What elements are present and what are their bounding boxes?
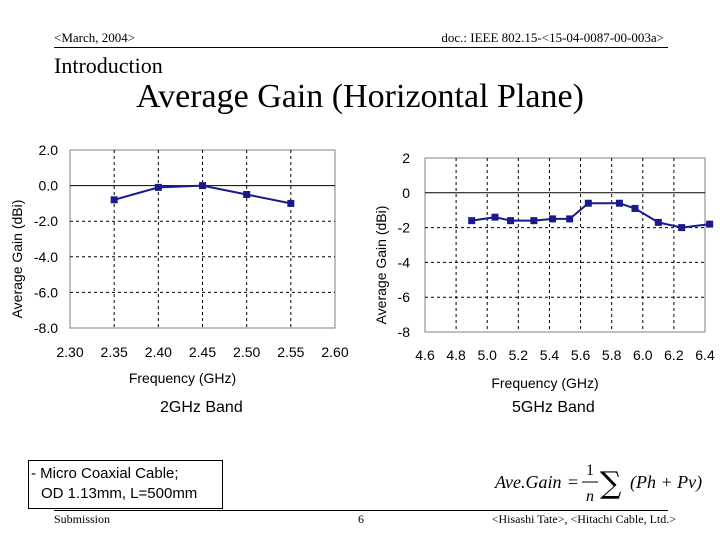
band-label-5ghz: 5GHz Band xyxy=(512,399,595,416)
section-title: Introduction xyxy=(54,53,163,78)
data-point-marker xyxy=(654,218,662,226)
footer-submission: Submission xyxy=(54,512,111,526)
average-gain-formula: Ave.Gain = 1 n ∑ (Ph + Pv) xyxy=(494,462,702,505)
y-tick-label: -6 xyxy=(398,289,411,305)
data-point-marker xyxy=(468,217,476,225)
x-tick-label: 5.0 xyxy=(477,347,497,363)
x-tick-label: 2.35 xyxy=(101,344,128,360)
x-tick-label: 6.2 xyxy=(664,347,684,363)
y-tick-label: -8 xyxy=(398,324,411,340)
x-tick-label: 2.60 xyxy=(321,344,348,360)
chart-2ghz: 2.30 2.35 2.40 2.45 2.50 2.55 2.60 2.0 0.0 -2.0 -4… xyxy=(9,142,349,386)
y-tick-label: -6.0 xyxy=(34,284,58,300)
y-tick-label: -2 xyxy=(398,220,411,236)
x-tick-label: 6.0 xyxy=(633,347,653,363)
data-point-marker xyxy=(678,224,686,232)
x-tick-label: 4.6 xyxy=(415,347,435,363)
footer-author: <Hisashi Tate>, <Hitachi Cable, Ltd.> xyxy=(491,512,676,526)
data-point-marker xyxy=(566,215,574,223)
x-tick-label: 2.30 xyxy=(56,344,83,360)
chart-5ghz: 4.6 4.8 5.0 5.2 5.4 5.6 5.8 6.0 6.2 6.4 2 0 -2 -4 -6 -8… xyxy=(373,150,715,391)
y-tick-label: -4 xyxy=(398,254,411,270)
data-point-marker xyxy=(584,199,592,207)
y-axis-title: Average Gain (dBi) xyxy=(373,206,389,325)
band-label-2ghz: 2GHz Band xyxy=(160,399,243,416)
y-tick-label: 0 xyxy=(402,185,410,201)
y-tick-label: -2.0 xyxy=(34,213,58,229)
y-tick-label: -4.0 xyxy=(34,249,58,265)
x-tick-label: 5.2 xyxy=(509,347,529,363)
x-tick-label: 5.8 xyxy=(602,347,622,363)
formula-sum-sign: ∑ xyxy=(600,466,622,501)
x-tick-label: 2.45 xyxy=(189,344,216,360)
header-date: <March, 2004> xyxy=(54,30,136,45)
y-tick-label: 0.0 xyxy=(39,178,59,194)
formula-equals: = xyxy=(568,472,578,492)
header-rule xyxy=(54,47,668,48)
data-point-marker xyxy=(631,204,639,212)
cable-note-line-2: OD 1.13mm, L=500mm xyxy=(41,485,198,502)
y-tick-label: 2 xyxy=(402,150,410,166)
x-tick-label: 5.6 xyxy=(571,347,591,363)
y-tick-label: -8.0 xyxy=(34,320,58,336)
x-tick-label: 2.40 xyxy=(145,344,172,360)
data-point-marker xyxy=(287,199,295,207)
footer-rule xyxy=(54,510,668,511)
data-point-marker xyxy=(491,213,499,221)
formula-lhs: Ave.Gain xyxy=(494,472,561,492)
x-tick-label: 4.8 xyxy=(446,347,466,363)
cable-note: - Micro Coaxial Cable; OD 1.13mm, L=500m… xyxy=(28,460,223,509)
data-point-marker xyxy=(243,191,251,198)
x-tick-label: 2.50 xyxy=(233,344,260,360)
header-doc-id: doc.: IEEE 802.15-<15-04-0087-00-003a> xyxy=(441,30,664,45)
data-point-marker xyxy=(706,220,714,228)
x-tick-label: 5.4 xyxy=(540,347,560,363)
data-point-marker xyxy=(549,215,557,223)
data-point-marker xyxy=(199,182,206,190)
x-axis-title: Frequency (GHz) xyxy=(491,375,598,391)
data-point-marker xyxy=(530,217,538,225)
x-axis-title: Frequency (GHz) xyxy=(129,370,236,386)
formula-denominator: n xyxy=(586,488,594,505)
slide-title: Average Gain (Horizontal Plane) xyxy=(136,78,584,115)
plot-area xyxy=(69,149,336,329)
formula-body: (Ph + Pv) xyxy=(630,472,702,493)
data-point-marker xyxy=(507,217,515,225)
footer-page-number: 6 xyxy=(358,512,364,526)
x-tick-label: 2.55 xyxy=(277,344,304,360)
y-axis-title: Average Gain (dBi) xyxy=(9,200,25,319)
data-point-marker xyxy=(110,196,118,204)
data-point-marker xyxy=(154,183,162,191)
y-tick-label: 2.0 xyxy=(39,142,59,158)
cable-note-line-1: - Micro Coaxial Cable; xyxy=(31,465,179,482)
data-point-marker xyxy=(615,199,623,207)
formula-numerator: 1 xyxy=(586,462,594,479)
x-tick-label: 6.4 xyxy=(695,347,715,363)
plot-area xyxy=(424,157,706,333)
